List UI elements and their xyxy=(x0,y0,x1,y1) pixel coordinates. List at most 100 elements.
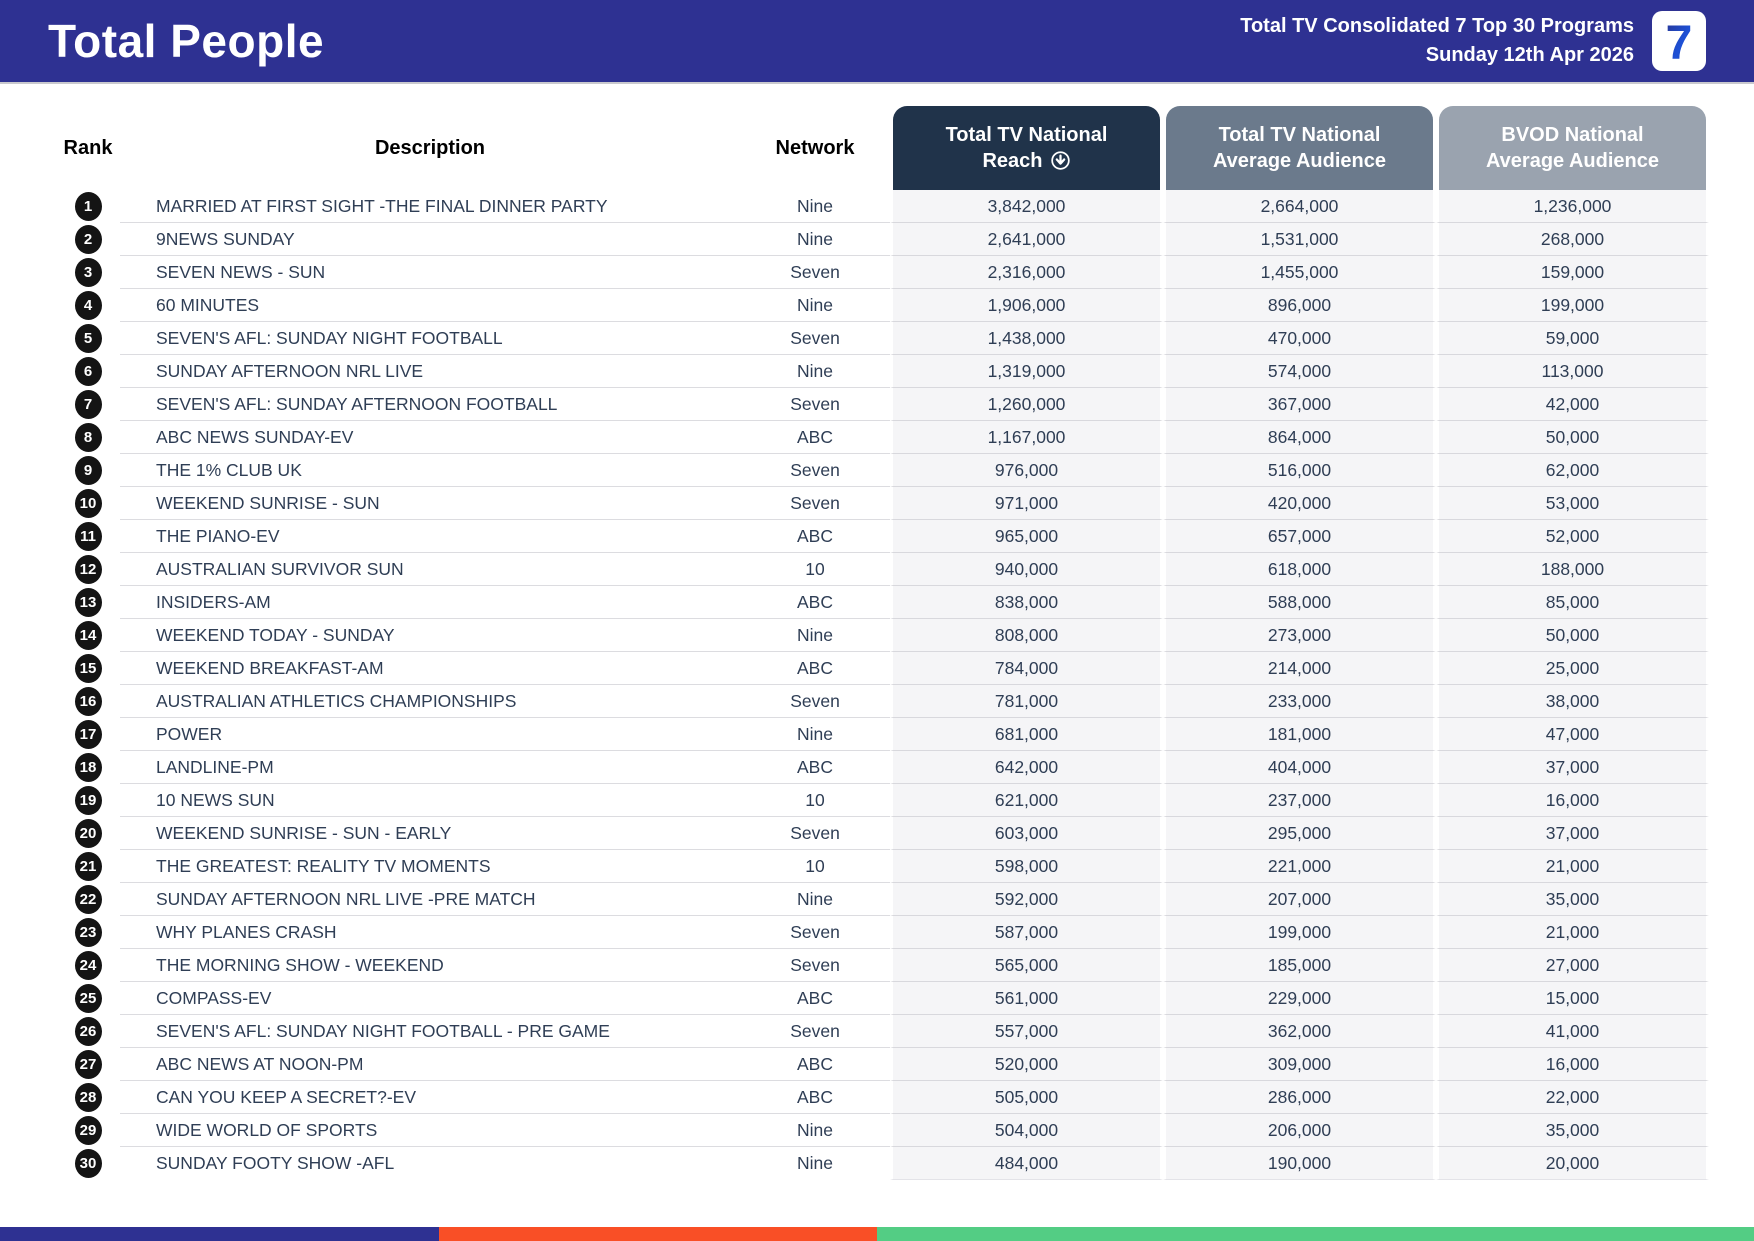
rank-badge: 14 xyxy=(74,621,102,650)
bvod-national-average-audience-value: 42,000 xyxy=(1436,388,1709,421)
program-description: SEVEN NEWS - SUN xyxy=(120,256,740,289)
rank-cell: 16 xyxy=(56,685,120,718)
total-tv-national-reach-value: 808,000 xyxy=(890,619,1163,652)
total-tv-national-reach-value: 781,000 xyxy=(890,685,1163,718)
program-network: ABC xyxy=(740,751,890,784)
rank-cell: 25 xyxy=(56,982,120,1015)
rank-cell: 8 xyxy=(56,421,120,454)
bvod-national-average-audience-value: 27,000 xyxy=(1436,949,1709,982)
program-network: ABC xyxy=(740,1081,890,1114)
total-tv-national-reach-value: 1,319,000 xyxy=(890,355,1163,388)
rank-badge: 19 xyxy=(74,786,102,815)
program-description: WEEKEND SUNRISE - SUN xyxy=(120,487,740,520)
program-network: Nine xyxy=(740,289,890,322)
bvod-national-average-audience-value: 21,000 xyxy=(1436,916,1709,949)
reach-header-line2: Reach xyxy=(982,148,1070,174)
rank-cell: 30 xyxy=(56,1147,120,1180)
total-tv-national-reach-value: 592,000 xyxy=(890,883,1163,916)
program-network: Nine xyxy=(740,355,890,388)
program-description: THE GREATEST: REALITY TV MOMENTS xyxy=(120,850,740,883)
total-tv-national-reach-value: 561,000 xyxy=(890,982,1163,1015)
rank-cell: 28 xyxy=(56,1081,120,1114)
bvod-national-average-audience-value: 20,000 xyxy=(1436,1147,1709,1180)
program-description: COMPASS-EV xyxy=(120,982,740,1015)
rank-cell: 12 xyxy=(56,553,120,586)
bvod-national-average-audience-value: 22,000 xyxy=(1436,1081,1709,1114)
program-network: Seven xyxy=(740,916,890,949)
programs-table: Rank Description Network Total TV Nation… xyxy=(56,106,1709,1180)
rank-badge: 24 xyxy=(74,951,102,980)
footer-stripe xyxy=(0,1227,1754,1241)
bvod-national-average-audience-value: 50,000 xyxy=(1436,421,1709,454)
report-subtitle: Total TV Consolidated 7 Top 30 Programs … xyxy=(1240,12,1634,70)
seven-network-logo-icon: 7 xyxy=(1652,11,1706,71)
program-network: 10 xyxy=(740,850,890,883)
report-subtitle-line1: Total TV Consolidated 7 Top 30 Programs xyxy=(1240,15,1634,37)
program-description: THE MORNING SHOW - WEEKEND xyxy=(120,949,740,982)
rank-cell: 7 xyxy=(56,388,120,421)
column-header-total-tv-national-average-audience[interactable]: Total TV National Average Audience xyxy=(1166,106,1433,190)
rank-cell: 2 xyxy=(56,223,120,256)
rank-badge: 20 xyxy=(74,819,102,848)
total-tv-national-reach-value: 971,000 xyxy=(890,487,1163,520)
rank-badge: 28 xyxy=(74,1083,102,1112)
rank-cell: 4 xyxy=(56,289,120,322)
bvod-header-line2: Average Audience xyxy=(1485,150,1660,172)
program-description: 9NEWS SUNDAY xyxy=(120,223,740,256)
total-tv-national-average-audience-value: 896,000 xyxy=(1163,289,1436,322)
footer-stripe-green xyxy=(877,1227,1754,1241)
program-network: Nine xyxy=(740,190,890,223)
program-description: WEEKEND BREAKFAST-AM xyxy=(120,652,740,685)
total-tv-national-average-audience-value: 588,000 xyxy=(1163,586,1436,619)
program-description: THE 1% CLUB UK xyxy=(120,454,740,487)
program-network: Seven xyxy=(740,454,890,487)
total-tv-national-reach-value: 598,000 xyxy=(890,850,1163,883)
program-network: Seven xyxy=(740,487,890,520)
banner-right: Total TV Consolidated 7 Top 30 Programs … xyxy=(1240,11,1706,71)
rank-badge: 23 xyxy=(74,918,102,947)
rank-cell: 26 xyxy=(56,1015,120,1048)
program-description: WEEKEND SUNRISE - SUN - EARLY xyxy=(120,817,740,850)
bvod-national-average-audience-value: 15,000 xyxy=(1436,982,1709,1015)
total-tv-national-average-audience-value: 286,000 xyxy=(1163,1081,1436,1114)
rank-badge: 7 xyxy=(74,390,102,419)
report-subtitle-line2: Sunday 12th Apr 2026 xyxy=(1425,44,1634,66)
page-title: Total People xyxy=(48,15,325,67)
program-network: ABC xyxy=(740,982,890,1015)
program-network: Nine xyxy=(797,1153,833,1173)
rank-cell: 21 xyxy=(56,850,120,883)
total-tv-national-reach-value: 1,260,000 xyxy=(890,388,1163,421)
program-network: ABC xyxy=(740,520,890,553)
program-description: WEEKEND TODAY - SUNDAY xyxy=(120,619,740,652)
rank-badge: 25 xyxy=(74,984,102,1013)
program-description: SUNDAY FOOTY SHOW -AFL xyxy=(156,1153,395,1173)
total-tv-national-average-audience-value: 362,000 xyxy=(1163,1015,1436,1048)
rank-cell: 15 xyxy=(56,652,120,685)
program-description: INSIDERS-AM xyxy=(120,586,740,619)
total-tv-national-reach-value: 2,316,000 xyxy=(890,256,1163,289)
total-tv-national-average-audience-value: 199,000 xyxy=(1163,916,1436,949)
program-description: AUSTRALIAN ATHLETICS CHAMPIONSHIPS xyxy=(120,685,740,718)
program-description: 60 MINUTES xyxy=(120,289,740,322)
column-header-total-tv-national-reach[interactable]: Total TV National Reach xyxy=(893,106,1160,190)
rank-cell: 10 xyxy=(56,487,120,520)
total-tv-national-average-audience-value: 618,000 xyxy=(1163,553,1436,586)
column-header-bvod-national-average-audience[interactable]: BVOD National Average Audience xyxy=(1439,106,1706,190)
bvod-national-average-audience-value: 59,000 xyxy=(1436,322,1709,355)
rank-cell: 11 xyxy=(56,520,120,553)
total-tv-national-average-audience-value: 233,000 xyxy=(1163,685,1436,718)
total-tv-national-reach-value: 505,000 xyxy=(890,1081,1163,1114)
program-network: ABC xyxy=(740,652,890,685)
rank-cell: 14 xyxy=(56,619,120,652)
total-tv-national-average-audience-value: 273,000 xyxy=(1163,619,1436,652)
program-network: Nine xyxy=(740,1114,890,1147)
footer-stripe-orange xyxy=(438,1227,877,1241)
bvod-national-average-audience-value: 113,000 xyxy=(1436,355,1709,388)
rank-badge: 9 xyxy=(74,456,102,485)
total-tv-national-average-audience-value: 420,000 xyxy=(1163,487,1436,520)
rank-cell: 19 xyxy=(56,784,120,817)
bvod-national-average-audience-value: 47,000 xyxy=(1436,718,1709,751)
bvod-national-average-audience-value: 37,000 xyxy=(1436,817,1709,850)
total-tv-national-reach-value: 976,000 xyxy=(890,454,1163,487)
program-description: MARRIED AT FIRST SIGHT -THE FINAL DINNER… xyxy=(120,190,740,223)
